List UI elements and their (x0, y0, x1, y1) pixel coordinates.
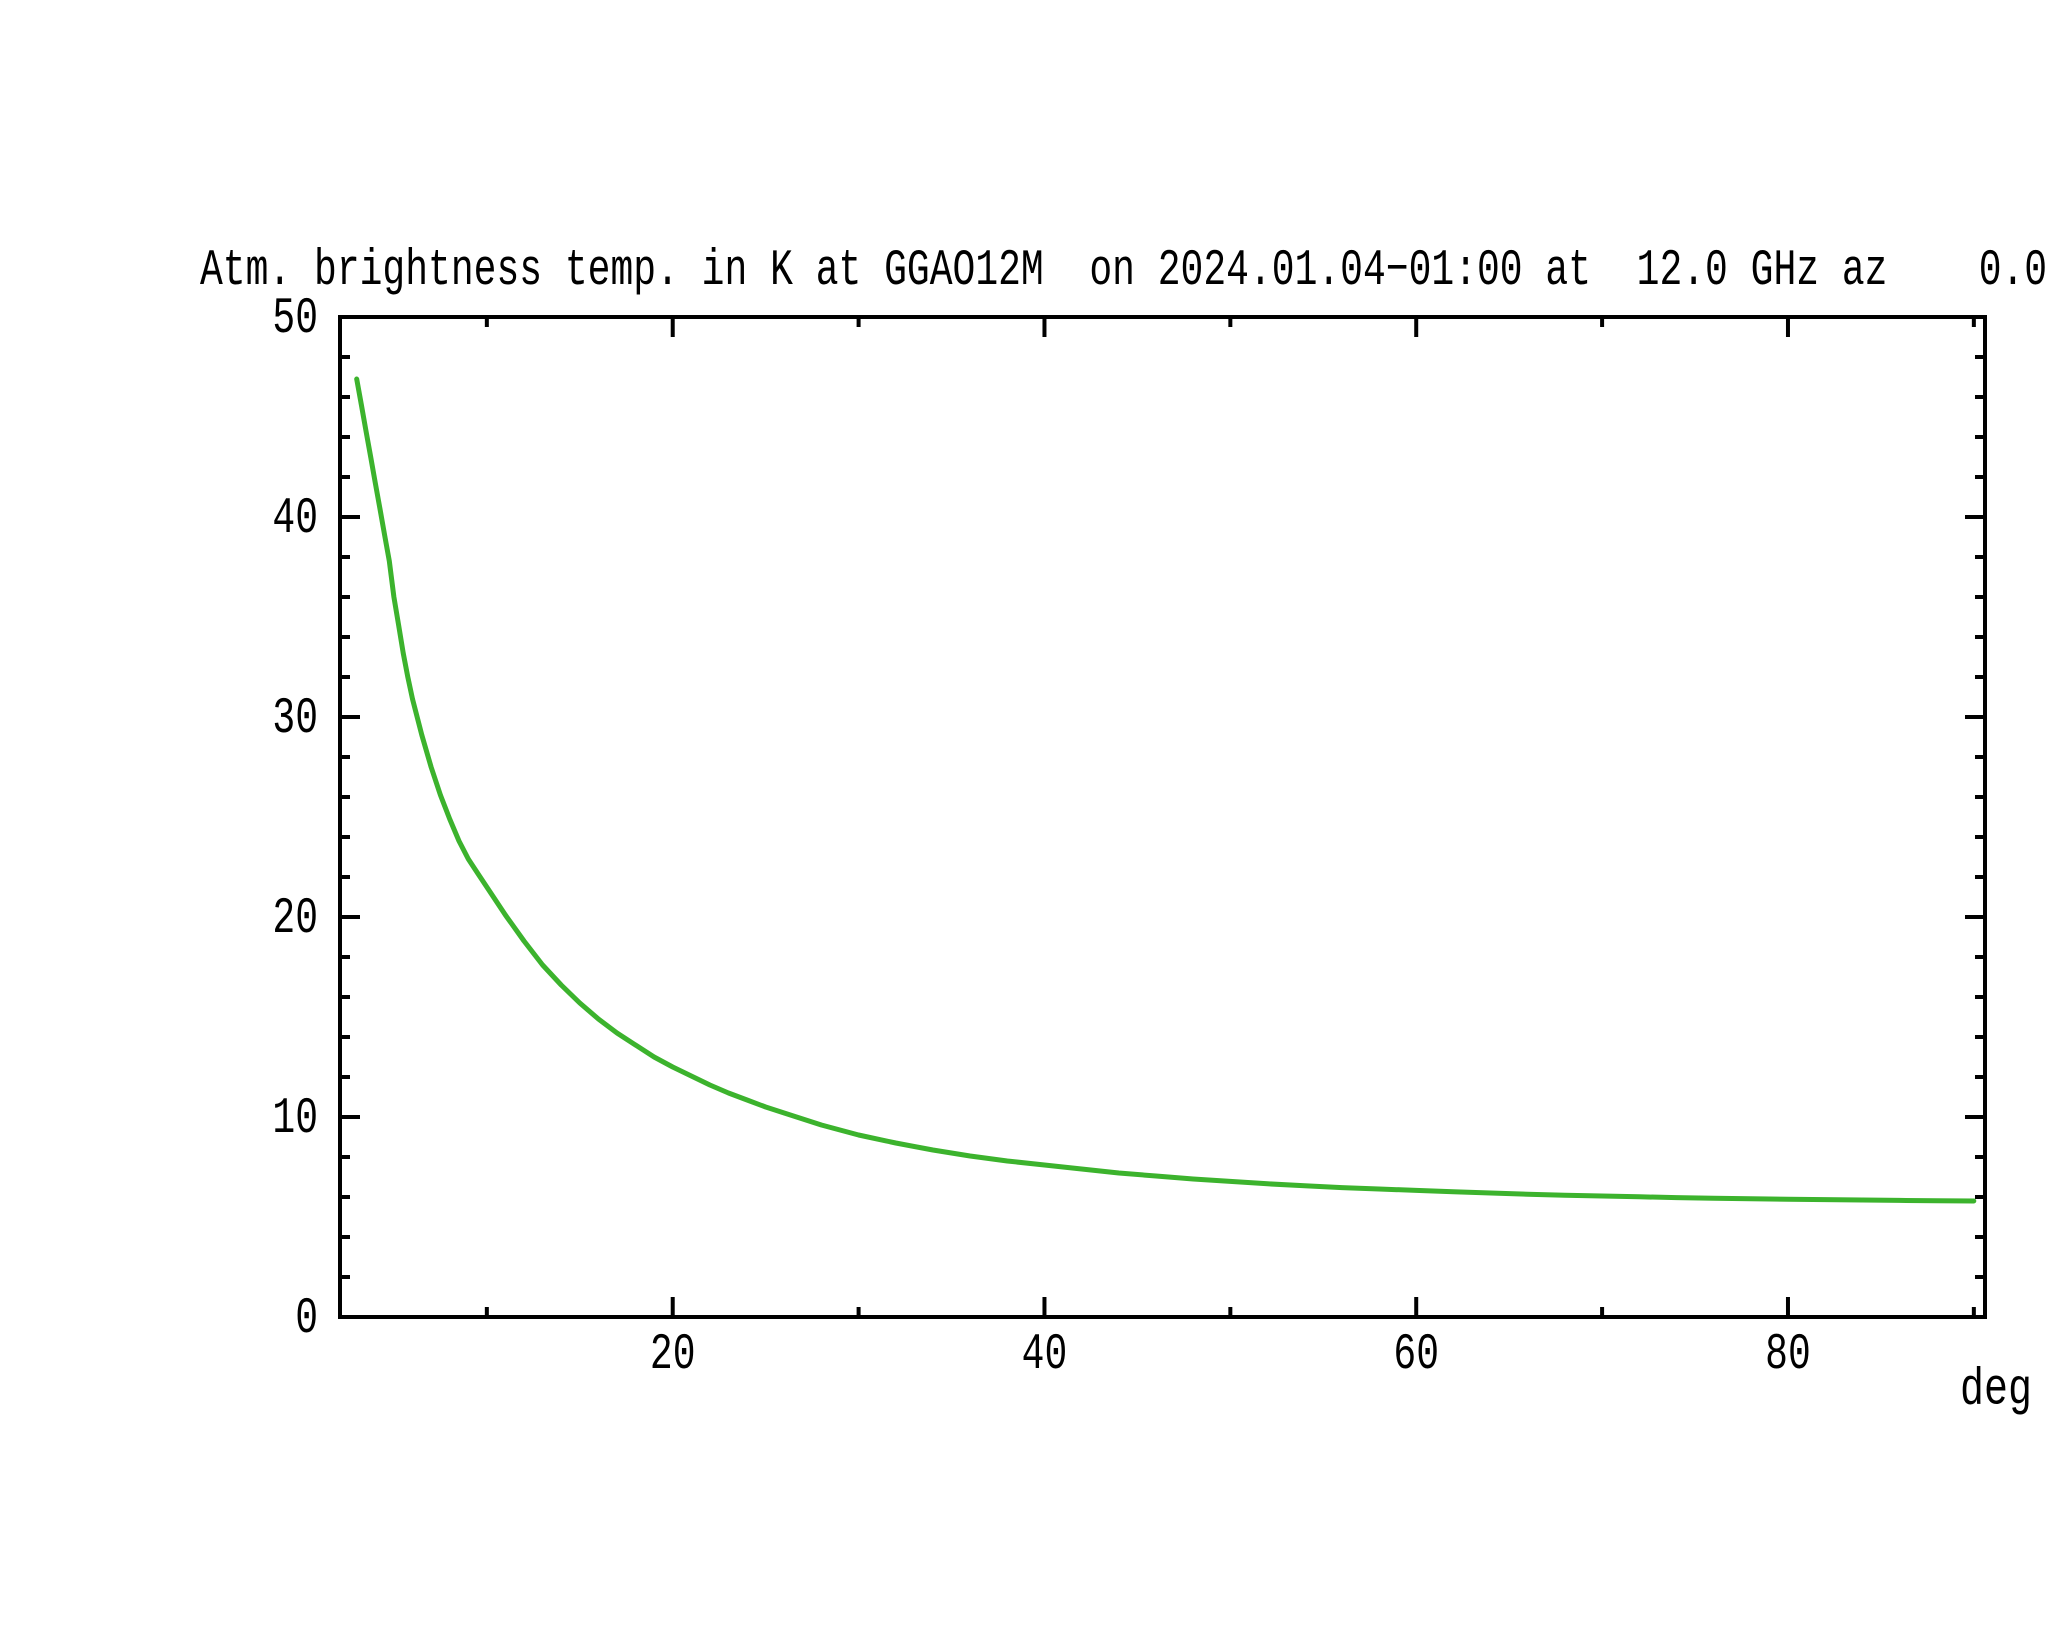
y-tick-label: 30 (272, 689, 318, 748)
y-tick-label: 40 (272, 489, 318, 548)
x-axis-unit-label: deg (1959, 1362, 2032, 1421)
data-curve (354, 376, 1977, 1204)
x-tick-label: 20 (650, 1325, 696, 1384)
y-tick-label: 10 (272, 1089, 318, 1148)
y-tick-label: 50 (272, 289, 318, 348)
x-tick-label: 40 (1022, 1325, 1068, 1384)
y-tick-label: 20 (272, 889, 318, 948)
x-tick-label: 60 (1393, 1325, 1439, 1384)
chart-title: Atm. brightness temp. in K at GGAO12M on… (200, 241, 2048, 300)
y-tick-label: 0 (295, 1289, 318, 1348)
x-tick-label: 80 (1765, 1325, 1811, 1384)
plot-frame (338, 315, 1987, 1319)
